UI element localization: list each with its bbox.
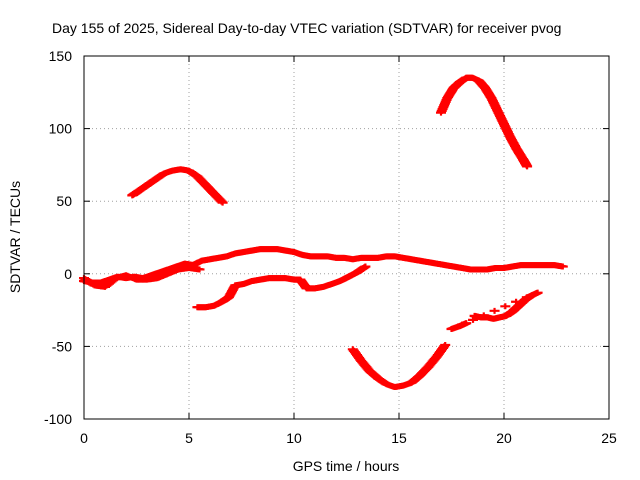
data-point	[557, 263, 568, 270]
series-arc-5	[446, 289, 543, 332]
data-points	[79, 74, 568, 391]
data-point	[194, 266, 205, 273]
data-point	[532, 289, 543, 296]
series-arc-3	[347, 341, 451, 391]
x-tick-label: 20	[496, 430, 512, 446]
series-arc-1	[127, 166, 228, 206]
plot-frame	[83, 55, 610, 420]
chart-title: Day 155 of 2025, Sidereal Day-to-day VTE…	[52, 20, 561, 36]
y-axis: -100 -50 0 50 100 150	[44, 48, 609, 427]
x-axis-label: GPS time / hours	[293, 458, 400, 474]
y-tick-label: 150	[49, 48, 73, 64]
data-point	[468, 316, 479, 323]
data-point	[440, 341, 451, 348]
y-tick-label: -100	[44, 411, 72, 427]
data-point	[511, 298, 522, 305]
data-point	[489, 307, 500, 314]
grid	[84, 56, 609, 419]
x-axis: 0 5 10 15 20 25	[80, 56, 617, 446]
series-arc-4	[192, 263, 371, 311]
x-tick-label: 5	[185, 430, 193, 446]
data-point	[522, 163, 533, 170]
x-tick-label: 25	[601, 430, 617, 446]
x-tick-label: 10	[286, 430, 302, 446]
x-tick-label: 15	[391, 430, 407, 446]
data-point	[461, 320, 472, 327]
x-tick-label: 0	[80, 430, 88, 446]
y-tick-label: 100	[49, 121, 73, 137]
series-band-low	[79, 264, 205, 290]
series-arc-2	[436, 74, 533, 170]
data-point	[521, 294, 532, 301]
data-point	[500, 303, 511, 310]
data-point	[478, 312, 489, 319]
y-tick-label: 0	[64, 266, 72, 282]
y-tick-label: -50	[52, 338, 72, 354]
y-tick-label: 50	[56, 193, 72, 209]
data-point	[217, 199, 228, 206]
y-axis-label: SDTVAR / TECUs	[7, 181, 23, 293]
data-point	[360, 263, 371, 270]
